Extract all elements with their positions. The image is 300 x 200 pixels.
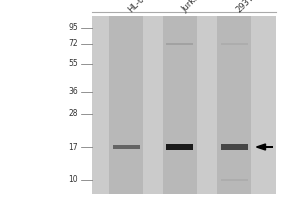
Bar: [109, 16, 143, 194]
Bar: [220, 144, 248, 150]
Bar: [163, 16, 197, 194]
Bar: [167, 144, 194, 150]
Text: 28: 28: [68, 109, 78, 118]
FancyArrow shape: [256, 144, 273, 150]
Text: 55: 55: [68, 60, 78, 68]
Text: 17: 17: [68, 142, 78, 152]
Text: 10: 10: [68, 176, 78, 184]
Bar: [220, 179, 248, 181]
Text: 293T/17: 293T/17: [234, 0, 265, 14]
Text: 95: 95: [68, 23, 78, 32]
Text: HL-60: HL-60: [126, 0, 150, 14]
Bar: [217, 16, 251, 194]
Bar: [92, 16, 276, 194]
Text: 72: 72: [68, 40, 78, 48]
Bar: [112, 145, 140, 149]
Text: Jurkat: Jurkat: [180, 0, 204, 14]
Text: 36: 36: [68, 88, 78, 97]
Bar: [220, 43, 248, 45]
Bar: [167, 43, 194, 45]
